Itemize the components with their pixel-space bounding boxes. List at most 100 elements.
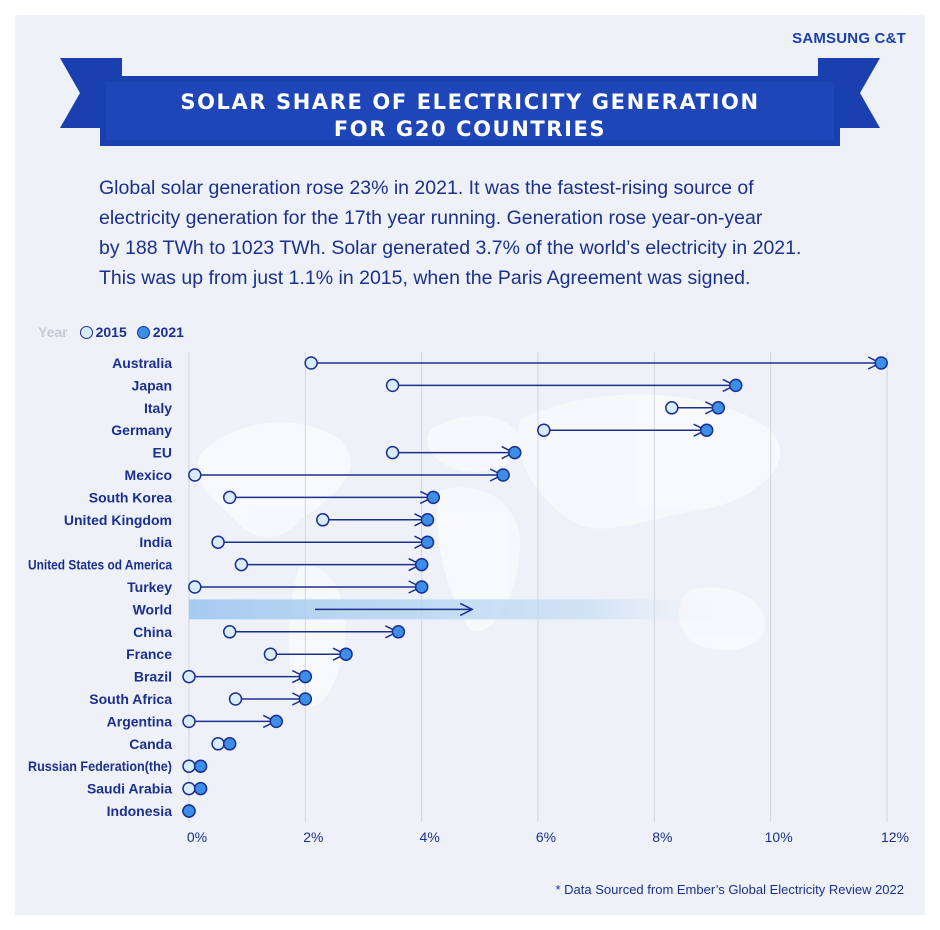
arrow-head — [459, 602, 474, 617]
x-tick-label: 6% — [536, 829, 556, 845]
intro-line: by 188 TWh to 1023 TWh. Solar generated … — [99, 237, 802, 259]
point-2015 — [182, 669, 196, 684]
point-2015 — [182, 714, 196, 729]
intro-paragraph: Global solar generation rose 23% in 2021… — [99, 173, 899, 293]
chart-row: United States od America — [28, 557, 429, 573]
point-2015 — [188, 580, 202, 594]
chart-row: Mexico — [125, 467, 510, 483]
chart-row: Canda — [129, 736, 237, 752]
point-2021 — [414, 580, 429, 594]
chart-row: Germany — [111, 422, 714, 438]
point-2015 — [222, 490, 237, 505]
point-2021 — [729, 378, 743, 393]
row-label: France — [126, 646, 172, 662]
point-2021 — [298, 669, 313, 684]
row-label: South Africa — [89, 691, 172, 707]
row-label: United States od America — [28, 557, 172, 573]
chart-row: Italy — [144, 400, 726, 416]
chart-row: Russian Federation(the) — [28, 758, 208, 774]
point-2015 — [316, 513, 330, 527]
row-label: Germany — [111, 422, 172, 438]
x-tick-label: 12% — [881, 829, 909, 845]
point-2021 — [699, 423, 714, 437]
chart-rows: Australia Japan Italy Germany EU Mexico South … — [28, 355, 888, 819]
x-tick-label: 8% — [652, 829, 672, 845]
x-tick-label: 0% — [187, 829, 207, 845]
row-label: Mexico — [125, 467, 172, 483]
data-source-footnote: * Data Sourced from Ember’s Global Elect… — [555, 882, 905, 897]
point-2021 — [269, 714, 283, 729]
chart-row: World — [133, 601, 474, 617]
point-2015 — [211, 535, 225, 549]
row-label: India — [139, 534, 172, 550]
chart-row: South Korea — [89, 489, 441, 505]
row-label: Japan — [132, 377, 172, 393]
point-2021 — [426, 490, 441, 505]
x-tick-label: 4% — [420, 829, 440, 845]
point-2021 — [420, 535, 435, 549]
point-2021 — [507, 445, 522, 460]
point-2015 — [182, 759, 196, 773]
point-2015 — [188, 468, 202, 482]
point-2021 — [193, 781, 208, 796]
chart-row: Brazil — [134, 669, 313, 685]
chart-row: South Africa — [89, 691, 313, 707]
point-2015 — [234, 557, 249, 572]
x-tick-label: 10% — [765, 829, 793, 845]
chart-row: Saudi Arabia — [87, 781, 208, 797]
point-2021 — [182, 804, 196, 818]
point-2015 — [385, 378, 400, 393]
point-2015 — [228, 692, 243, 706]
row-label: Argentina — [107, 713, 173, 729]
row-label: China — [133, 624, 172, 640]
point-2015 — [304, 356, 318, 370]
point-2015 — [537, 423, 551, 437]
intro-line: electricity generation for the 17th year… — [99, 207, 763, 229]
brand-logo: SAMSUNG C&T — [792, 30, 906, 47]
banner-inner — [106, 82, 834, 140]
x-tick-label: 2% — [303, 829, 323, 845]
legend-2021-marker — [136, 325, 150, 339]
legend-2015-marker — [79, 325, 93, 339]
page-title: SOLAR SHARE OF ELECTRICITY GENERATION FO… — [100, 87, 840, 145]
legend-2021-label: 2021 — [152, 324, 184, 340]
point-2021 — [414, 557, 429, 572]
row-label: World — [133, 601, 172, 617]
chart-row: Japan — [132, 377, 743, 393]
row-label: Australia — [112, 355, 172, 371]
point-2015 — [182, 781, 196, 796]
point-2021 — [391, 625, 406, 639]
row-label: Russian Federation(the) — [28, 758, 172, 774]
chart-legend: Year 2015 2021 — [38, 322, 194, 342]
chart-row: India — [139, 534, 435, 550]
point-2021 — [874, 356, 888, 370]
chart-row: United Kingdom — [64, 512, 435, 528]
point-2015 — [222, 625, 237, 639]
row-label: Turkey — [127, 579, 172, 595]
title-line-1: SOLAR SHARE OF ELECTRICITY GENERATION — [180, 90, 760, 114]
point-2021 — [711, 401, 726, 415]
chart-row: Turkey — [127, 579, 429, 595]
row-label: South Korea — [89, 489, 172, 505]
point-2021 — [496, 468, 510, 482]
point-2021 — [420, 513, 435, 527]
row-label: Canda — [129, 736, 172, 752]
row-label: Saudi Arabia — [87, 781, 172, 797]
chart-row: France — [126, 646, 353, 662]
row-label: EU — [153, 445, 172, 461]
point-2015 — [665, 401, 679, 415]
point-2015 — [211, 737, 225, 751]
row-label: Italy — [144, 400, 172, 416]
chart-row: Australia — [112, 355, 888, 371]
chart-row: Argentina — [107, 713, 283, 729]
legend-title: Year — [38, 324, 68, 340]
row-label: Brazil — [134, 669, 172, 685]
intro-line: Global solar generation rose 23% in 2021… — [99, 177, 754, 199]
point-2021 — [222, 737, 237, 751]
point-2021 — [339, 647, 353, 661]
title-line-2: FOR G20 COUNTRIES — [333, 117, 607, 141]
world-map-background — [197, 394, 781, 707]
point-2015 — [263, 647, 278, 661]
row-label: Indonesia — [107, 803, 173, 819]
